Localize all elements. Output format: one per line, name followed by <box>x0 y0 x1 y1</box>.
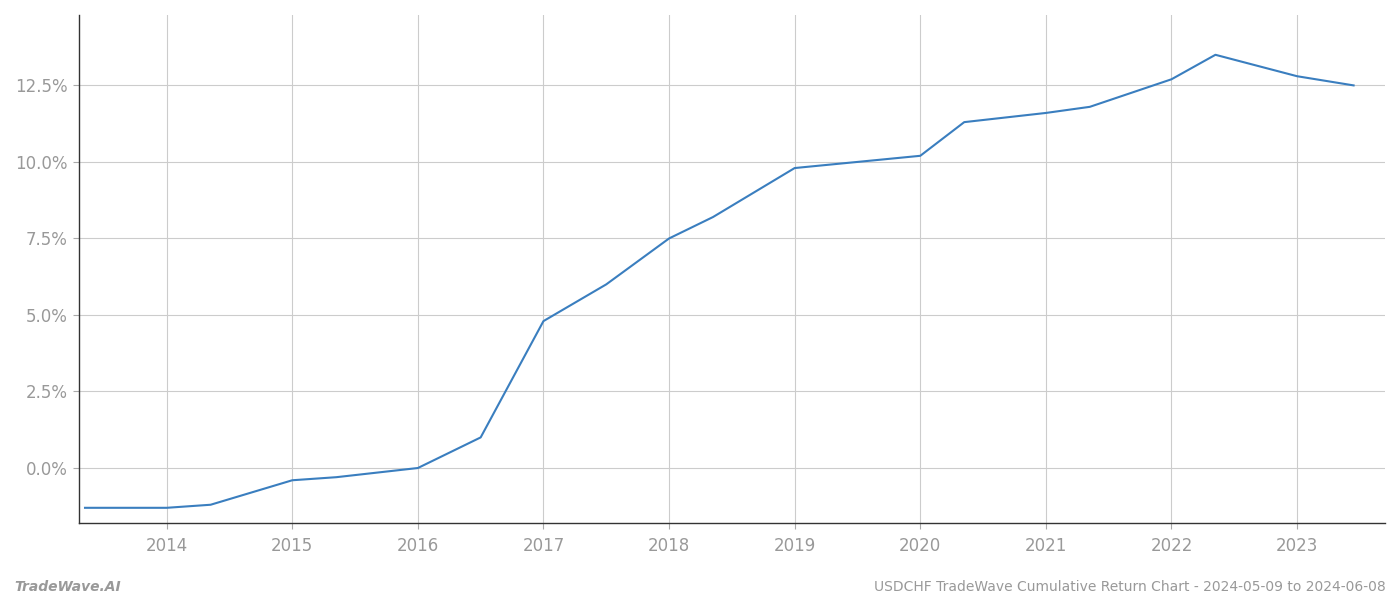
Text: TradeWave.AI: TradeWave.AI <box>14 580 120 594</box>
Text: USDCHF TradeWave Cumulative Return Chart - 2024-05-09 to 2024-06-08: USDCHF TradeWave Cumulative Return Chart… <box>874 580 1386 594</box>
